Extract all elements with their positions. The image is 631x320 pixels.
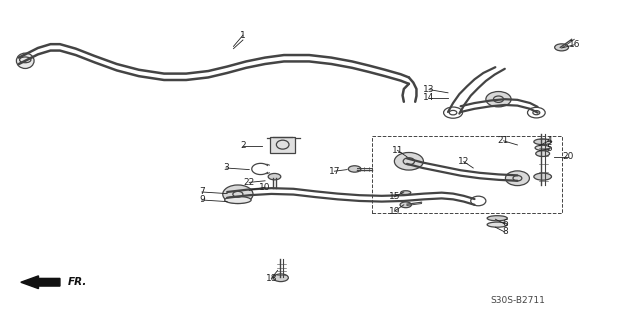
Text: 9: 9	[199, 196, 205, 204]
Text: 19: 19	[389, 207, 400, 216]
Circle shape	[273, 274, 288, 282]
Text: 22: 22	[244, 178, 255, 187]
Ellipse shape	[487, 222, 507, 227]
Bar	[372, 136, 562, 213]
Text: 3: 3	[223, 164, 229, 172]
Ellipse shape	[534, 173, 551, 180]
Circle shape	[400, 202, 411, 208]
Ellipse shape	[535, 145, 550, 150]
Text: 1: 1	[240, 31, 246, 40]
Text: 21: 21	[498, 136, 509, 145]
Circle shape	[555, 44, 569, 51]
Text: 2: 2	[240, 141, 245, 150]
Circle shape	[348, 166, 361, 172]
Text: 10: 10	[259, 183, 271, 192]
Ellipse shape	[225, 196, 251, 204]
Ellipse shape	[536, 151, 550, 156]
FancyArrow shape	[21, 276, 60, 289]
Text: 17: 17	[329, 167, 340, 176]
Text: 5: 5	[546, 144, 552, 153]
Ellipse shape	[223, 185, 253, 204]
Text: 15: 15	[389, 192, 400, 201]
Circle shape	[268, 173, 281, 180]
FancyBboxPatch shape	[270, 137, 295, 153]
Ellipse shape	[16, 53, 34, 68]
Ellipse shape	[394, 152, 423, 170]
Text: 4: 4	[546, 136, 551, 145]
Text: 14: 14	[423, 93, 435, 102]
Text: 11: 11	[392, 146, 403, 155]
Text: FR.: FR.	[68, 277, 88, 287]
Text: S30S-B2711: S30S-B2711	[490, 296, 545, 305]
Text: 6: 6	[502, 220, 508, 228]
Text: 16: 16	[569, 40, 580, 49]
Text: 12: 12	[458, 157, 469, 166]
Ellipse shape	[505, 171, 529, 186]
Text: 18: 18	[266, 274, 277, 283]
Ellipse shape	[487, 216, 507, 221]
Text: 20: 20	[562, 152, 574, 161]
Ellipse shape	[401, 191, 411, 195]
Ellipse shape	[534, 139, 551, 145]
Text: 8: 8	[502, 228, 508, 236]
Ellipse shape	[486, 92, 511, 107]
Text: 13: 13	[423, 85, 435, 94]
Text: 7: 7	[199, 188, 205, 196]
